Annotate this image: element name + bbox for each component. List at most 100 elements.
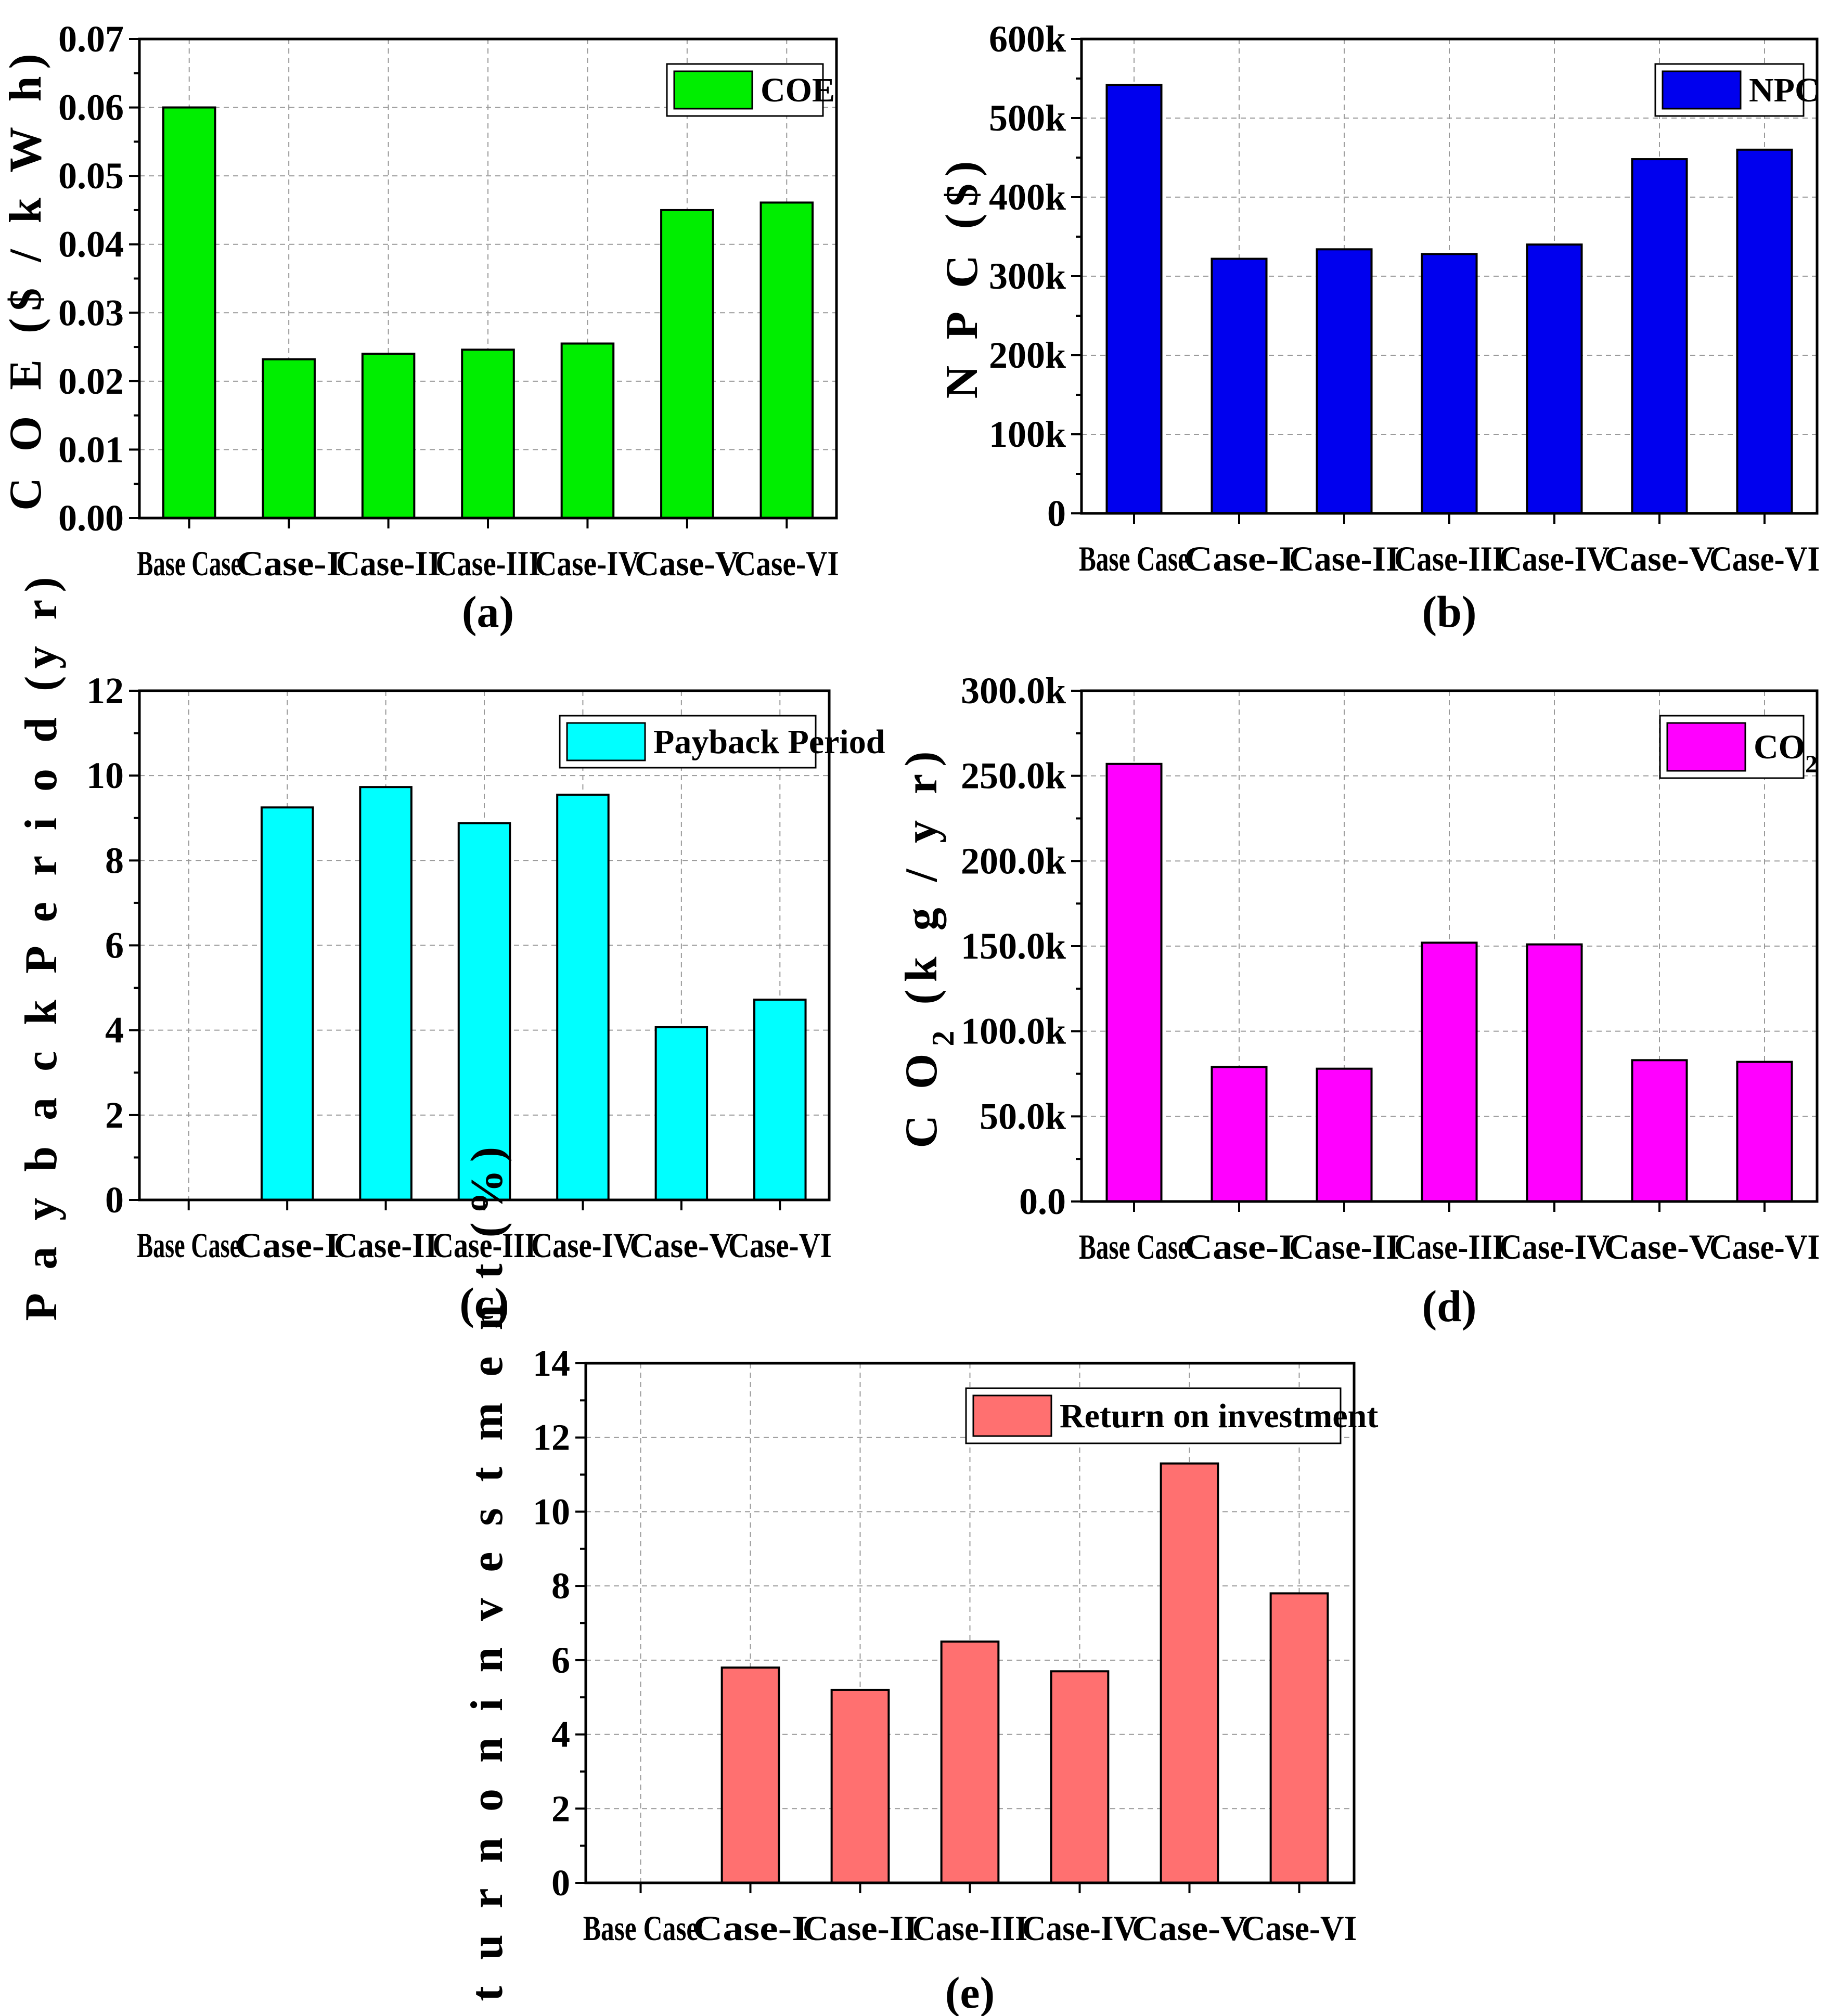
bar-e-3 bbox=[940, 1640, 1000, 1884]
y-axis-title: N P C ($) bbox=[937, 154, 987, 399]
bar-b-1 bbox=[1211, 257, 1268, 514]
y-tick-label: 4 bbox=[551, 1714, 570, 1755]
bar-a-0 bbox=[162, 106, 216, 520]
x-category-label: Case-V bbox=[1604, 539, 1715, 578]
legend: Payback Period bbox=[559, 715, 885, 769]
y-tick-label: 150.0k bbox=[961, 925, 1066, 967]
bar-d-0 bbox=[1105, 763, 1163, 1203]
x-category-label: Case-VI bbox=[735, 544, 839, 583]
y-axis-title: R e t u r n o n i n v e s t m e n t (%) bbox=[462, 1140, 512, 2016]
y-tick-label: 0.03 bbox=[58, 292, 124, 333]
bar-a-6 bbox=[759, 201, 814, 520]
bar-b-6 bbox=[1736, 148, 1793, 514]
x-category-label: Base Case bbox=[1079, 1227, 1189, 1267]
y-tick-label: 0.07 bbox=[58, 18, 124, 60]
y-tick-label: 300.0k bbox=[961, 670, 1066, 712]
chart-panel-d: 0.0 50.0k 100.0k 150.0k 200.0k 250.0k 300.0k Ba… bbox=[896, 670, 1820, 1331]
chart-panel-a: 0.00 0.01 0.02 0.03 0.04 0.05 0.06 0.07 Base Cas… bbox=[1, 18, 839, 637]
x-category-label: Base Case bbox=[583, 1908, 699, 1948]
bar-c-2 bbox=[359, 786, 413, 1201]
x-category-label: Case-I bbox=[1184, 1227, 1294, 1267]
legend-label: NPC bbox=[1749, 71, 1820, 109]
y-tick-label: 10 bbox=[86, 755, 124, 796]
bar-b-0 bbox=[1105, 84, 1163, 515]
y-tick-label: 0 bbox=[105, 1179, 124, 1221]
panel-label: (e) bbox=[945, 1968, 995, 2016]
bar-d-2 bbox=[1316, 1067, 1373, 1203]
y-axis-title: C O E ($ / k W h) bbox=[1, 46, 51, 510]
y-tick-label: 400k bbox=[989, 176, 1066, 218]
legend-label: CO2 bbox=[1754, 728, 1818, 778]
x-category-label: Case-V bbox=[1604, 1227, 1715, 1267]
y-tick-label: 8 bbox=[105, 839, 124, 881]
bar-b-5 bbox=[1631, 158, 1688, 515]
panel-label: (c) bbox=[459, 1278, 509, 1328]
bar-a-2 bbox=[361, 353, 416, 519]
x-category-label: Case-IV bbox=[531, 1225, 635, 1265]
x-category-label: Case-VI bbox=[1709, 539, 1820, 578]
bar-d-4 bbox=[1526, 943, 1583, 1203]
y-tick-label: 0.00 bbox=[58, 497, 124, 539]
bar-a-4 bbox=[560, 342, 615, 519]
legend-label: Payback Period bbox=[653, 723, 885, 761]
y-tick-label: 0.0 bbox=[1019, 1181, 1066, 1222]
y-tick-label: 2 bbox=[105, 1094, 124, 1136]
y-tick-label: 250.0k bbox=[961, 755, 1066, 797]
x-category-label: Base Case bbox=[137, 544, 241, 583]
bar-d-5 bbox=[1631, 1059, 1688, 1203]
x-category-label: Case-IV bbox=[1499, 539, 1610, 578]
x-category-label: Case-VI bbox=[728, 1225, 832, 1265]
bar-b-4 bbox=[1526, 243, 1583, 514]
y-tick-label: 12 bbox=[533, 1417, 570, 1458]
y-tick-label: 0.02 bbox=[58, 360, 124, 402]
y-tick-label: 300k bbox=[989, 255, 1066, 297]
bar-d-1 bbox=[1211, 1066, 1268, 1203]
x-category-label: Case-I bbox=[1184, 539, 1294, 578]
y-tick-label: 6 bbox=[551, 1639, 570, 1681]
legend-swatch bbox=[972, 1394, 1052, 1437]
panel-label: (d) bbox=[1422, 1281, 1476, 1331]
y-tick-label: 12 bbox=[86, 670, 124, 712]
legend: NPC bbox=[1654, 63, 1820, 117]
panel-label: (b) bbox=[1422, 587, 1476, 637]
panel-label: (a) bbox=[462, 587, 514, 637]
y-tick-label: 0 bbox=[551, 1862, 570, 1904]
legend-swatch bbox=[566, 722, 646, 761]
bar-e-4 bbox=[1050, 1670, 1110, 1884]
bar-a-3 bbox=[461, 348, 515, 519]
bar-c-3 bbox=[457, 822, 511, 1201]
x-category-label: Case-III bbox=[912, 1908, 1028, 1948]
y-tick-label: 100k bbox=[989, 413, 1066, 455]
y-tick-label: 0.06 bbox=[58, 87, 124, 128]
x-category-label: Case-IV bbox=[1022, 1908, 1138, 1948]
x-category-label: Case-I bbox=[693, 1908, 808, 1948]
x-category-label: Case-VI bbox=[1242, 1908, 1357, 1948]
x-category-label: Case-II bbox=[803, 1908, 918, 1948]
x-category-label: Case-V bbox=[635, 544, 739, 583]
y-tick-label: 2 bbox=[551, 1788, 570, 1829]
x-category-label: Case-III bbox=[433, 1225, 536, 1265]
bar-b-2 bbox=[1316, 248, 1373, 514]
legend: Return on investment bbox=[965, 1387, 1378, 1444]
x-category-label: Case-II bbox=[334, 1225, 437, 1265]
bar-c-5 bbox=[654, 1026, 709, 1201]
y-axis-title: P a y b a c k P e r i o d (y r) bbox=[16, 570, 67, 1321]
x-category-label: Base Case bbox=[1079, 539, 1189, 578]
x-category-label: Case-II bbox=[1289, 1227, 1399, 1267]
x-category-label: Case-II bbox=[336, 544, 441, 583]
legend-swatch bbox=[673, 70, 753, 110]
x-category-label: Case-III bbox=[1394, 1227, 1504, 1267]
x-category-label: Case-III bbox=[1394, 539, 1504, 578]
y-tick-label: 4 bbox=[105, 1010, 124, 1051]
y-axis-title: C O2 (k g / y r) bbox=[896, 744, 960, 1148]
legend-swatch bbox=[1666, 722, 1746, 772]
y-tick-label: 0.05 bbox=[58, 155, 124, 197]
y-tick-label: 0.04 bbox=[58, 224, 124, 265]
bar-b-3 bbox=[1421, 253, 1478, 514]
x-category-label: Case-III bbox=[436, 544, 540, 583]
legend: COE bbox=[666, 63, 835, 117]
x-category-label: Case-IV bbox=[1499, 1227, 1610, 1267]
bar-c-1 bbox=[260, 806, 314, 1201]
x-category-label: Case-V bbox=[1132, 1908, 1247, 1948]
